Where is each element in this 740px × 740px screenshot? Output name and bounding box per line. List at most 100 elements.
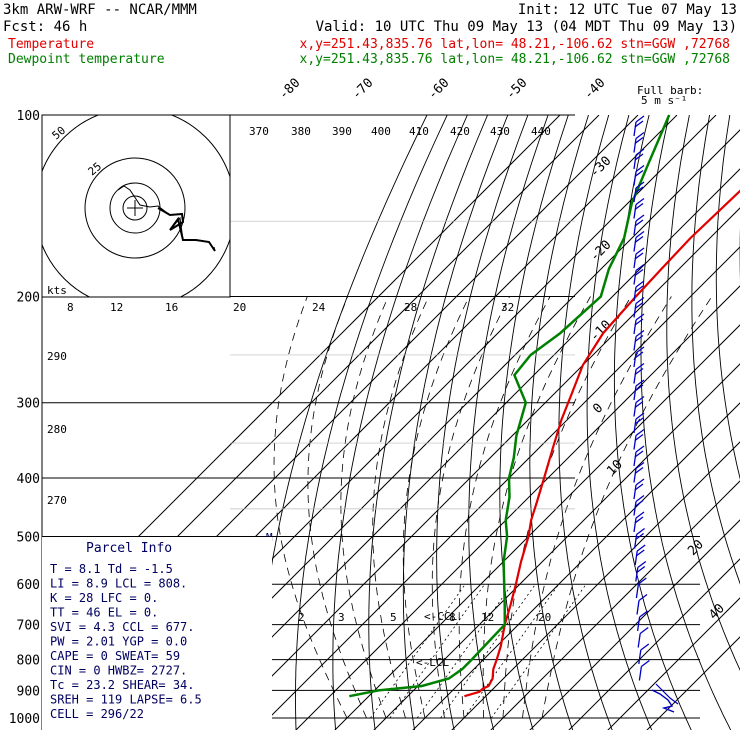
wind-barb-flag [639, 626, 649, 635]
kts-tick-label: 16 [165, 301, 178, 314]
wind-barb-shaft [636, 600, 640, 615]
wind-barb-flag [634, 433, 644, 442]
dry-adiabat-labels: 290 280 270 [47, 350, 67, 507]
moist-adiabat-line [522, 296, 672, 719]
wind-barb-shaft [633, 138, 637, 153]
wind-barb-flag [634, 219, 644, 227]
dry-adiabat-line [715, 115, 740, 480]
mixing-ratio-line [389, 583, 486, 719]
wind-barb-shaft [635, 567, 639, 582]
theta-label: 400 [371, 125, 391, 138]
hodo-kts-label: kts [47, 284, 67, 297]
wind-barb-flag [635, 247, 645, 255]
valid-time: Valid: 10 UTC Thu 09 May 13 (04 MDT Thu … [316, 19, 737, 35]
temperature-legend: Temperature [8, 37, 94, 52]
wind-barb-shaft [633, 352, 637, 368]
dry-adiabat-line [586, 115, 653, 730]
wind-barbs [633, 115, 679, 713]
wind-barb-flag [634, 252, 644, 260]
wind-barb-flag [634, 318, 644, 326]
wind-barb-flag [635, 511, 645, 519]
temperature-station-info: x,y=251.43,835.76 lat,lon= 48.21,-106.62… [300, 37, 730, 52]
wind-barb-flag [635, 549, 645, 557]
wind-barb-shaft [635, 583, 640, 599]
dry-adiabat-line [666, 115, 740, 671]
wind-barb-shaft [633, 253, 637, 269]
theta-label: 390 [332, 125, 352, 138]
theta-label: 440 [531, 125, 551, 138]
wind-barb-shaft [633, 303, 637, 318]
wind-barb-flag [634, 466, 644, 475]
temperature-profile [464, 189, 740, 698]
parcel-info-box: Parcel Info T = 8.1 Td = -1.5LI = 8.9 LC… [42, 537, 272, 730]
theta-labels: 370 380 390 400 410 420 430 440 [249, 125, 551, 138]
wind-barb-flag [634, 186, 644, 194]
wind-barb-flag [636, 565, 646, 574]
wind-barb-flag [634, 334, 644, 343]
mixing-ratio-label: 2 [298, 611, 305, 624]
wind-barb-shaft [633, 451, 637, 467]
wind-barb-flag [634, 153, 644, 161]
isotherm-line [334, 324, 740, 730]
pressure-label: 100 [17, 109, 40, 124]
ccl-marker: <-CCL [424, 610, 457, 623]
init-time: Init: 12 UTC Tue 07 May 13 [518, 2, 737, 18]
mixing-ratio-label: 12 [481, 611, 494, 624]
parcel-info-row: TT = 46 EL = 0. [50, 606, 158, 620]
kts-tick-label: 24 [312, 301, 326, 314]
kts-tick-label: 12 [110, 301, 123, 314]
wind-barb-flag [634, 450, 644, 458]
wind-barb-flag [634, 417, 644, 425]
dry-adiabat-label: 280 [47, 423, 67, 436]
wind-barb-flag [635, 329, 645, 338]
mixing-ratio-labels: 2 3 5 8 12 20 [298, 611, 551, 624]
isotherm-line [568, 558, 740, 730]
pressure-label: 900 [17, 684, 40, 699]
wind-barb-flag [635, 362, 645, 371]
isotherm-line [295, 285, 740, 730]
dry-adiabat-line [332, 115, 468, 730]
wind-barb-shaft [633, 435, 637, 450]
theta-label: 420 [450, 125, 470, 138]
pressure-label: 700 [17, 619, 40, 634]
mixing-ratio-line [463, 583, 560, 719]
wind-barb-flag [634, 384, 644, 392]
wind-barb-shaft [636, 616, 641, 632]
mixing-ratio-label: 20 [538, 611, 551, 624]
wind-barb-flag [636, 544, 646, 552]
lcl-marker: <-LCL [416, 656, 449, 669]
wind-barb-shaft [633, 534, 638, 549]
wind-barb-flag [638, 593, 648, 602]
pressure-label: 1000 [9, 712, 40, 727]
wind-barb-flag [635, 346, 645, 354]
wind-barb-flag [638, 577, 647, 585]
isotherm-line [490, 480, 740, 730]
wind-barb-shaft [633, 237, 637, 252]
dry-adiabat-line [529, 115, 589, 730]
wind-barb-flag [635, 115, 645, 123]
wind-barb-flag [635, 280, 645, 288]
mixing-ratio-label: 3 [338, 611, 345, 624]
wind-barb-flag [635, 494, 645, 503]
isotherm-line [178, 168, 740, 730]
wind-barb-surface [655, 683, 679, 705]
mixing-ratio-label: 8 [449, 611, 456, 624]
wind-barb-flag [635, 131, 645, 140]
wind-barb-flag [634, 285, 644, 293]
dewpoint-legend: Dewpoint temperature [8, 52, 165, 67]
wind-barb-shaft [633, 385, 637, 401]
wind-barb-flag [634, 301, 644, 310]
hodograph: 50 25 kts [41, 114, 231, 298]
wind-barb-shaft [633, 517, 637, 533]
wind-barb-flag [634, 120, 644, 128]
wind-barb-flag [634, 483, 644, 491]
wind-barb-flag [634, 268, 644, 277]
parcel-info-row: PW = 2.01 YGP = 0.0 [50, 635, 187, 649]
parcel-info-row: CAPE = 0 SWEAT= 59 [50, 649, 180, 663]
wind-barb-flag [640, 643, 650, 651]
pressure-label: 600 [17, 578, 40, 593]
isotherm-line [256, 246, 740, 730]
wind-barb-flag [634, 169, 644, 178]
kts-tick-label: 28 [404, 301, 417, 314]
parcel-info-row: LI = 8.9 LCL = 808. [50, 577, 187, 591]
